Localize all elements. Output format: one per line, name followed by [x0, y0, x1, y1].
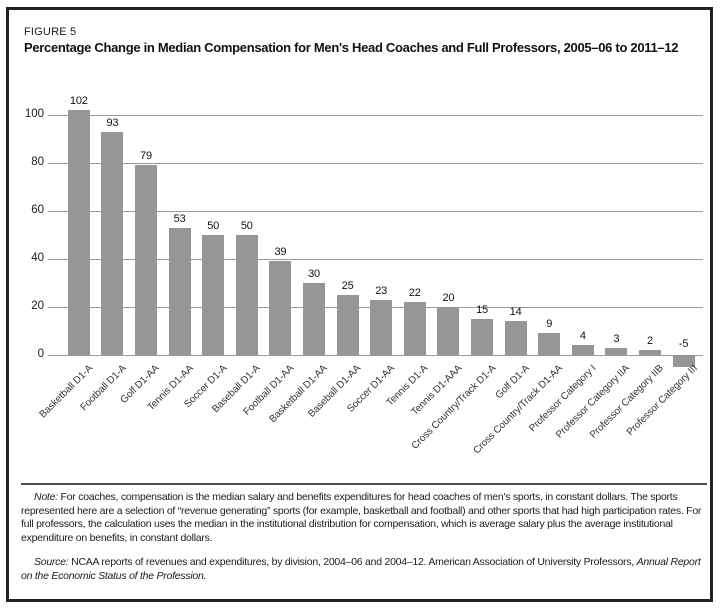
bar-value-label: 30: [308, 268, 320, 280]
source-text: NCAA reports of revenues and expenditure…: [68, 556, 637, 568]
bar-value-label: 39: [274, 246, 287, 259]
bar-soccer-d1-a: [202, 235, 225, 355]
bar-value-label: 3: [613, 332, 620, 345]
x-axis-category-label: Basketball D1-AA: [267, 363, 330, 426]
bar-value-label: 50: [240, 220, 253, 232]
bar-football-d1-a: [101, 131, 124, 355]
y-axis-tick-label: 60: [31, 204, 44, 216]
bar-golf-d1-a: [504, 321, 527, 355]
bar-cross-country-track-d1-aa: [538, 333, 561, 355]
figure-border: [6, 7, 713, 602]
source-label: Source:: [34, 556, 69, 568]
bar-basketball-d1-aa: [303, 283, 325, 355]
note-text: For coaches, compensation is the median …: [21, 491, 702, 544]
bar-value-label: 20: [442, 292, 455, 304]
bar-golf-d1-aa: [135, 165, 157, 355]
figure-number-label: FIGURE 5: [24, 26, 77, 38]
gridline-100: [48, 114, 703, 116]
source-publication-title: Annual Report on the Economic Status of …: [21, 556, 701, 582]
bar-value-label: 22: [408, 287, 421, 300]
bar-value-label: 93: [106, 116, 119, 129]
bar-value-label: 23: [375, 284, 388, 297]
y-axis-tick-label: 40: [31, 252, 44, 264]
bar-cross-country-track-d1-a: [471, 319, 493, 355]
gridline-60: [48, 210, 703, 212]
bar-tennis-d1-aa: [168, 227, 191, 355]
bar-value-label: 50: [207, 220, 220, 232]
note-label: Note:: [34, 491, 58, 503]
bar-value-label: 25: [341, 280, 354, 292]
bar-soccer-d1-aa: [370, 299, 393, 355]
bar-baseball-d1-a: [235, 235, 258, 355]
bar-professor-category-iib: [639, 350, 661, 355]
y-axis-tick-label: 0: [37, 348, 44, 360]
bar-tennis-d1-aaa: [437, 307, 460, 355]
y-axis-tick-label: 100: [24, 108, 44, 120]
bar-value-label: 53: [173, 212, 186, 225]
y-axis-tick-label: 20: [31, 300, 44, 312]
gridline-0: [48, 354, 703, 356]
figure-title: Percentage Change in Median Compensation…: [24, 40, 679, 55]
gridline-80: [48, 162, 703, 164]
bar-value-label: 2: [647, 335, 653, 348]
bar-professor-category-iii: [672, 355, 695, 367]
bar-value-label: 79: [140, 150, 152, 163]
bar-baseball-d1-aa: [336, 295, 359, 355]
note-paragraph: Note: For coaches, compensation is the m…: [21, 491, 709, 545]
footer-separator-line: [21, 483, 707, 485]
bar-value-label: 14: [509, 306, 522, 319]
bar-basketball-d1-a: [67, 110, 90, 355]
bar-football-d1-aa: [269, 261, 292, 355]
bar-value-label: 9: [546, 318, 553, 331]
source-paragraph: Source: NCAA reports of revenues and exp…: [21, 556, 709, 583]
bar-tennis-d1-a: [403, 302, 426, 355]
gridline-40: [48, 258, 703, 260]
bar-value-label: 4: [579, 330, 586, 343]
bar-value-label: -5: [678, 338, 689, 350]
bar-value-label: 15: [476, 304, 488, 316]
y-axis-tick-label: 80: [31, 156, 44, 168]
bar-professor-category-i: [571, 345, 594, 355]
bar-professor-category-iia: [605, 347, 628, 355]
bar-value-label: 102: [69, 95, 88, 108]
